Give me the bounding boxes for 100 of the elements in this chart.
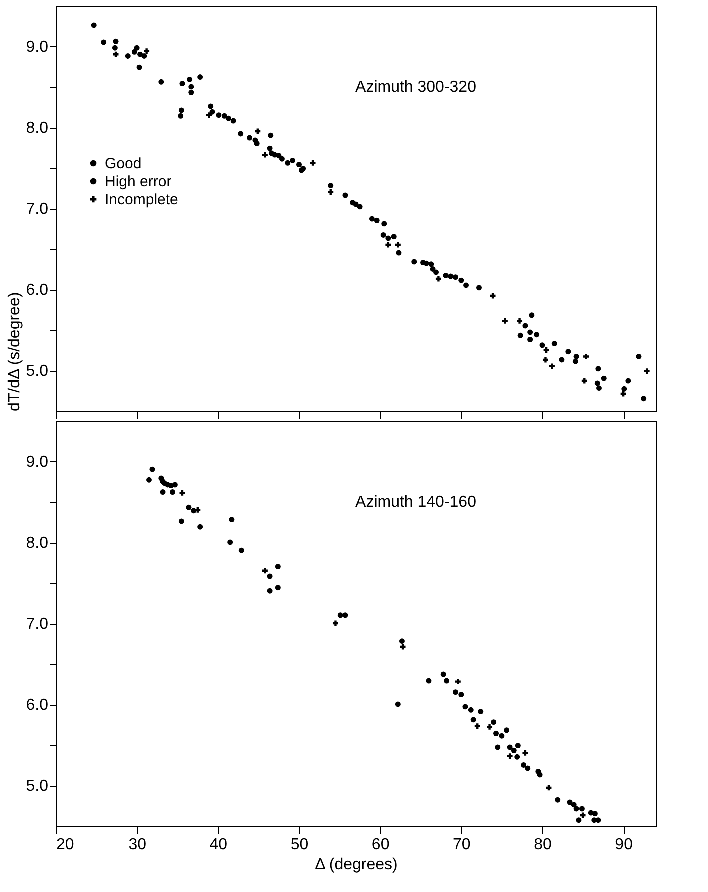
point bbox=[195, 507, 201, 513]
point bbox=[436, 276, 442, 282]
point bbox=[412, 259, 418, 265]
x-tick-label: 20 bbox=[56, 836, 74, 854]
point bbox=[582, 378, 588, 384]
point bbox=[464, 282, 470, 288]
point bbox=[440, 672, 446, 678]
point bbox=[576, 818, 582, 824]
y-tick-label: 7.0 bbox=[26, 201, 49, 218]
point bbox=[552, 341, 558, 347]
point bbox=[594, 380, 600, 386]
point bbox=[462, 704, 468, 710]
point bbox=[238, 131, 244, 137]
point bbox=[534, 332, 540, 338]
legend-label: Incomplete bbox=[105, 192, 178, 208]
legend-label: Good bbox=[105, 156, 142, 172]
point bbox=[198, 524, 204, 530]
point bbox=[374, 218, 380, 224]
point bbox=[476, 285, 482, 291]
point bbox=[210, 109, 216, 115]
point bbox=[272, 152, 278, 158]
point bbox=[511, 748, 517, 754]
point bbox=[626, 378, 632, 384]
y-tick-label: 5.0 bbox=[26, 778, 49, 795]
x-tick-label: 40 bbox=[210, 836, 228, 854]
point bbox=[507, 744, 513, 750]
point bbox=[267, 574, 273, 580]
point bbox=[125, 53, 131, 59]
point bbox=[521, 762, 527, 768]
point bbox=[641, 396, 647, 402]
x-tick-label: 70 bbox=[453, 836, 471, 854]
point bbox=[555, 797, 561, 803]
point bbox=[588, 810, 594, 816]
point bbox=[101, 40, 107, 46]
point bbox=[470, 717, 476, 723]
point bbox=[188, 84, 194, 90]
point bbox=[222, 113, 228, 119]
point bbox=[338, 612, 344, 618]
point bbox=[395, 242, 401, 248]
point bbox=[267, 588, 273, 594]
point bbox=[542, 357, 548, 363]
point bbox=[342, 192, 348, 198]
point bbox=[504, 728, 510, 734]
point bbox=[160, 490, 166, 496]
y-tick-label: 5.0 bbox=[26, 363, 49, 380]
point bbox=[255, 128, 261, 134]
point bbox=[584, 354, 590, 360]
legend-label: High error bbox=[105, 174, 172, 190]
point bbox=[198, 74, 204, 80]
point bbox=[267, 146, 273, 152]
point bbox=[444, 678, 450, 684]
point bbox=[206, 112, 212, 118]
point bbox=[391, 234, 397, 240]
point bbox=[567, 800, 573, 806]
point bbox=[113, 38, 119, 44]
point bbox=[247, 135, 253, 141]
y-axis-title: dT/dΔ (s/degree) bbox=[6, 292, 24, 412]
point bbox=[424, 260, 430, 266]
x-tick-label: 80 bbox=[534, 836, 552, 854]
point bbox=[230, 118, 236, 124]
point bbox=[386, 242, 392, 248]
point bbox=[208, 104, 214, 110]
point bbox=[525, 766, 531, 772]
point bbox=[328, 190, 334, 196]
point bbox=[290, 158, 296, 164]
point bbox=[443, 272, 449, 278]
point bbox=[228, 540, 234, 546]
point bbox=[275, 585, 281, 591]
point bbox=[262, 568, 268, 574]
point bbox=[332, 620, 338, 626]
point bbox=[136, 64, 142, 70]
point bbox=[536, 768, 542, 774]
point bbox=[528, 336, 534, 342]
point bbox=[430, 266, 436, 272]
point bbox=[579, 806, 585, 812]
point bbox=[517, 318, 523, 324]
point bbox=[229, 517, 235, 523]
x-tick-label: 60 bbox=[372, 836, 390, 854]
point bbox=[474, 724, 480, 730]
point bbox=[216, 112, 222, 118]
point bbox=[499, 733, 505, 739]
x-tick-label: 50 bbox=[290, 836, 309, 854]
point bbox=[522, 323, 528, 329]
point bbox=[238, 548, 244, 554]
point bbox=[546, 785, 552, 791]
point bbox=[487, 724, 493, 730]
point bbox=[279, 156, 285, 162]
y-tick-label: 7.0 bbox=[26, 616, 49, 633]
point bbox=[428, 262, 434, 268]
point bbox=[540, 342, 546, 348]
point bbox=[494, 730, 500, 736]
point bbox=[574, 806, 580, 812]
point bbox=[382, 221, 388, 227]
point bbox=[559, 357, 565, 363]
point bbox=[262, 152, 268, 158]
point bbox=[452, 690, 458, 696]
point bbox=[572, 358, 578, 364]
point bbox=[158, 79, 164, 85]
point bbox=[601, 376, 607, 382]
point bbox=[452, 274, 458, 280]
